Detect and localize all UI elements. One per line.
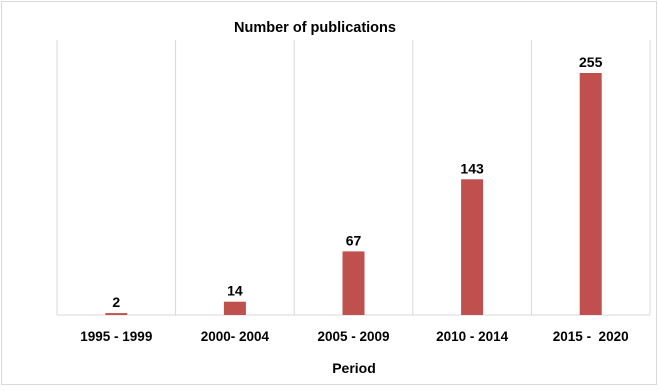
bar-3: [461, 179, 484, 315]
data-labels: 2 14 67 143 255: [112, 54, 602, 310]
x-axis-title: Period: [332, 360, 376, 376]
category-separators: [56, 40, 651, 315]
data-label-0: 2: [112, 294, 120, 310]
bar-2: [342, 251, 365, 315]
chart-container: Number of publications 2 14 67 143 255 1995 …: [1, 1, 657, 385]
data-label-1: 14: [227, 283, 243, 299]
bar-0: [105, 313, 128, 315]
data-label-2: 67: [346, 232, 362, 248]
bar-4: [579, 73, 602, 315]
bar-chart: Number of publications 2 14 67 143 255 1995 …: [56, 20, 651, 376]
x-tick-label-2: 2005 - 2009: [317, 329, 389, 344]
x-tick-label-1: 2000- 2004: [201, 329, 270, 344]
x-tick-label-3: 2010 - 2014: [436, 329, 509, 344]
x-tick-label-0: 1995 - 1999: [80, 329, 152, 344]
bar-1: [223, 301, 246, 315]
bars: [105, 73, 602, 315]
data-label-3: 143: [460, 160, 484, 176]
chart-title: Number of publications: [234, 20, 396, 36]
data-label-4: 255: [579, 54, 603, 70]
x-tick-label-4: 2015 - 2020: [553, 329, 629, 344]
x-tick-labels: 1995 - 1999 2000- 2004 2005 - 2009 2010 - 2…: [80, 329, 628, 344]
